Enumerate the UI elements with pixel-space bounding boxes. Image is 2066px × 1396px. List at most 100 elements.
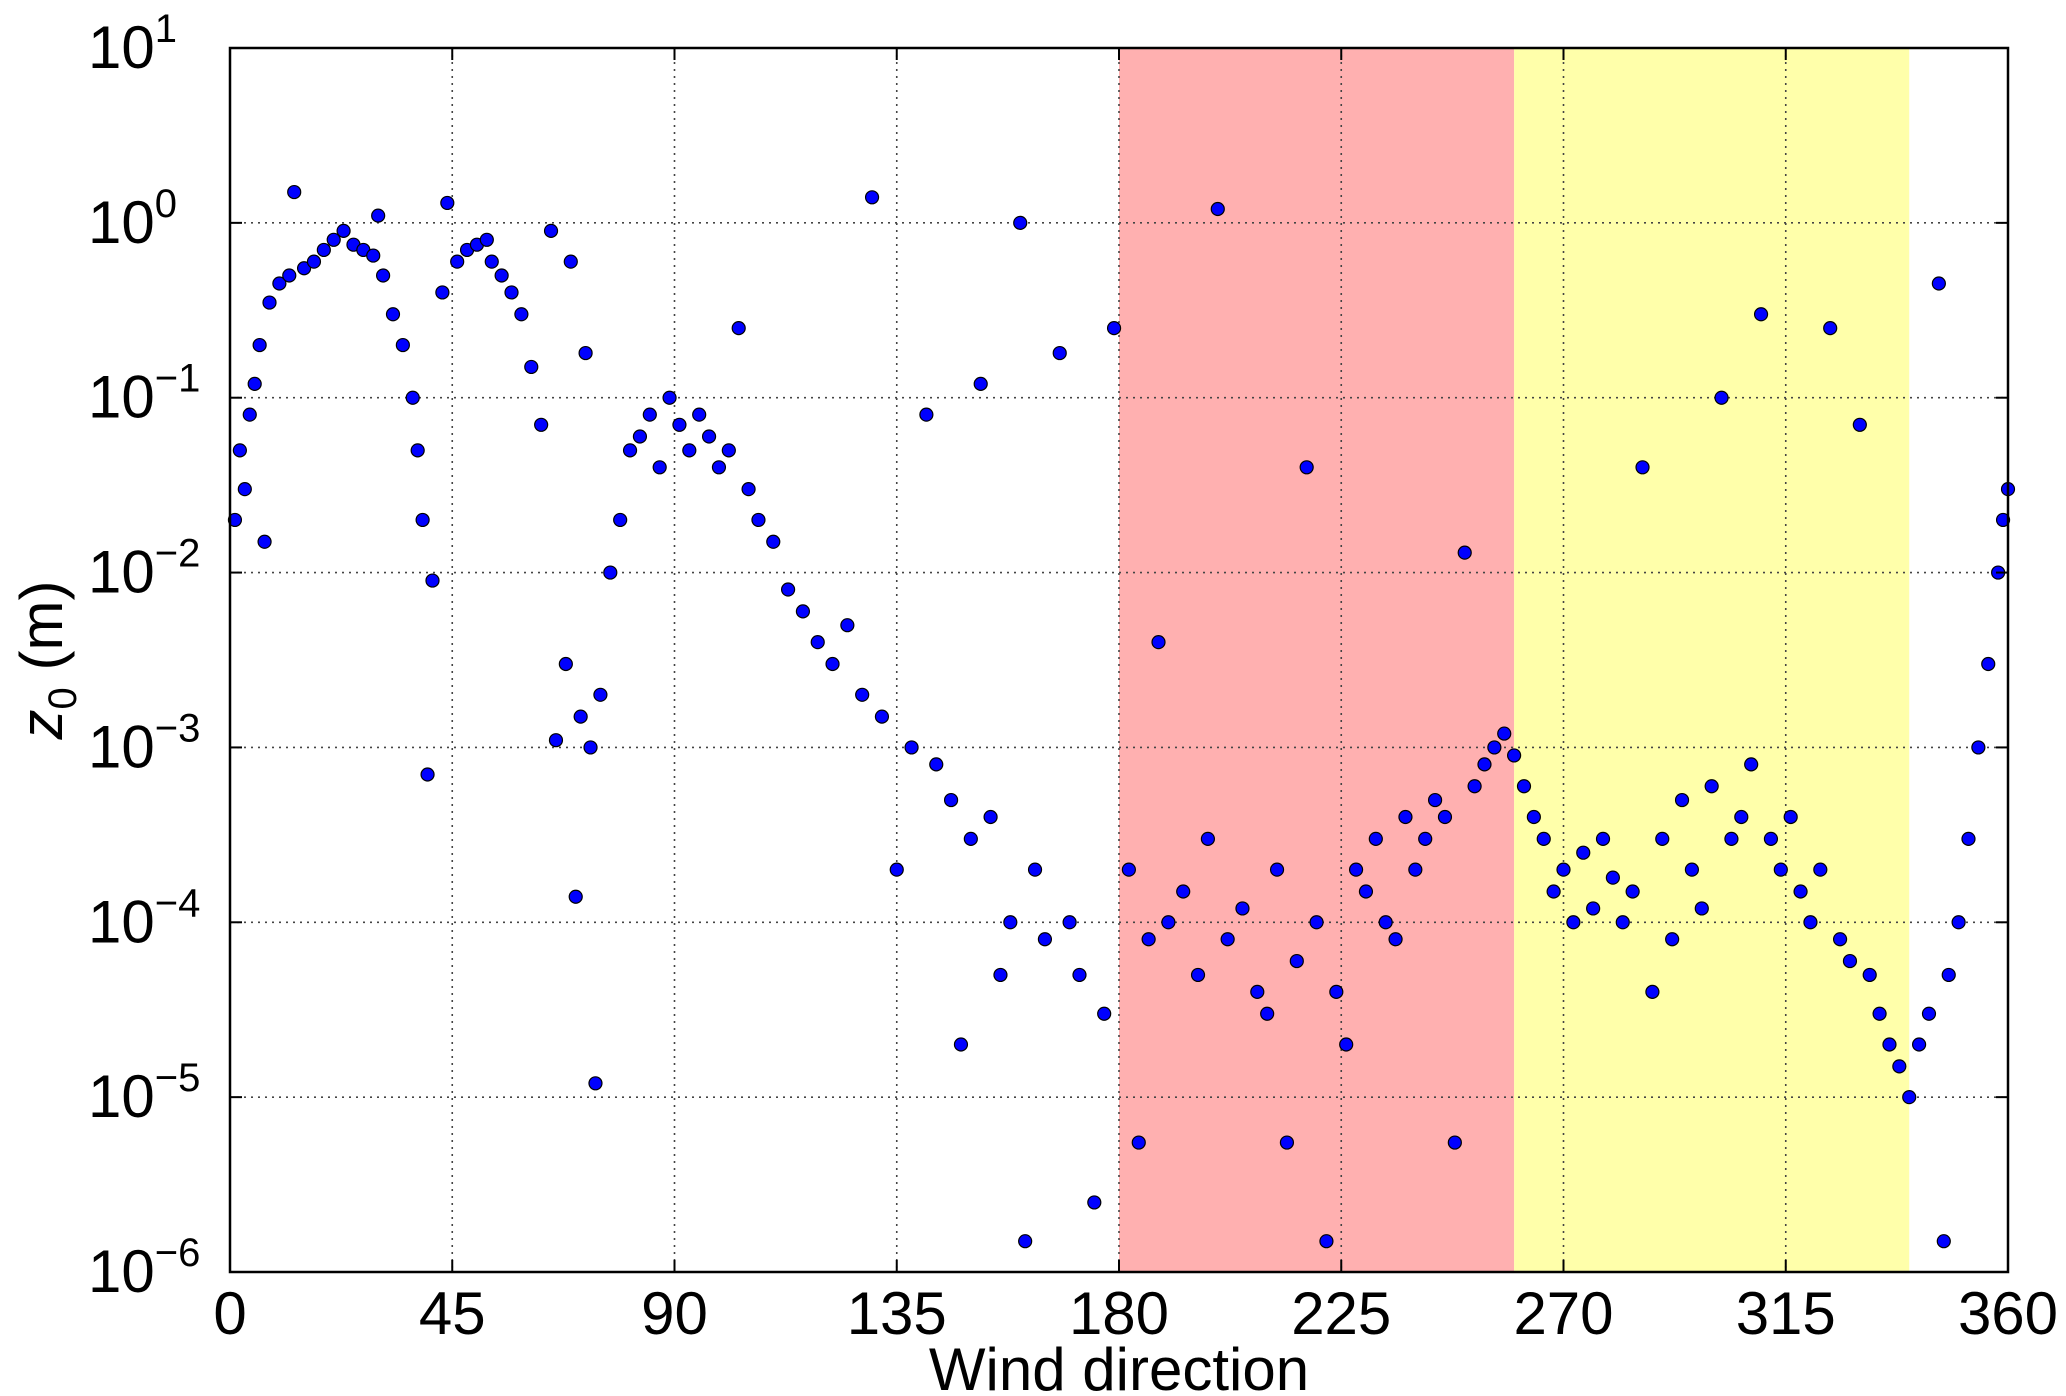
y-axis-label: z0 (m) (8, 581, 85, 741)
data-point (524, 359, 539, 375)
data-point (1269, 862, 1285, 877)
data-point (366, 248, 381, 263)
data-point (825, 656, 840, 672)
data-point (484, 254, 499, 269)
y-tick-label: 101 (88, 7, 177, 81)
data-point (242, 407, 257, 422)
data-point (287, 184, 302, 200)
data-point (751, 512, 766, 528)
data-point (1003, 915, 1018, 930)
data-point (376, 268, 391, 283)
data-point (1398, 809, 1413, 825)
x-tick-label: 135 (847, 1280, 947, 1347)
data-point (440, 195, 455, 211)
data-point (983, 809, 998, 825)
data-point (1852, 417, 1867, 432)
x-tick-label: 225 (1291, 1280, 1391, 1347)
data-point (371, 208, 386, 223)
data-point (1694, 901, 1709, 916)
x-tick-label: 360 (1958, 1280, 2058, 1347)
data-point (1018, 1234, 1033, 1249)
x-axis-label: Wind direction (929, 1336, 1309, 1396)
data-point (425, 573, 440, 588)
data-point (1250, 984, 1265, 999)
data-point (642, 407, 657, 422)
data-point (632, 429, 648, 444)
data-point (1260, 1006, 1275, 1021)
data-point (1062, 915, 1077, 930)
data-point (1235, 901, 1250, 916)
data-point (1467, 779, 1482, 794)
data-point (1882, 1037, 1897, 1052)
data-point (1200, 831, 1216, 846)
data-point (227, 512, 243, 528)
data-point (1832, 932, 1848, 947)
data-point (1368, 831, 1383, 846)
data-point (1576, 845, 1591, 860)
data-point (701, 429, 717, 444)
data-point (741, 482, 756, 497)
data-point (1783, 809, 1798, 825)
data-point (1763, 831, 1779, 846)
data-point (1813, 862, 1828, 877)
data-point (1744, 757, 1759, 772)
data-point (1516, 779, 1532, 794)
data-point (1586, 901, 1601, 916)
y-tick-label: 10−2 (88, 532, 200, 606)
y-tick-labels: 101 100 10−1 10−2 10−3 10−4 10−5 10−6 (88, 7, 200, 1305)
data-point (1714, 390, 1729, 405)
data-point (810, 635, 825, 650)
data-point (282, 268, 297, 283)
x-tick-label: 45 (419, 1280, 486, 1347)
data-point (1037, 932, 1053, 947)
data-point (1358, 884, 1374, 899)
data-point (1793, 884, 1808, 899)
data-point (514, 307, 529, 322)
data-point (1161, 915, 1176, 930)
data-point (1981, 656, 1996, 672)
data-points (227, 184, 2016, 1249)
data-point (534, 417, 549, 432)
x-tick-label: 315 (1736, 1280, 1836, 1347)
data-point (336, 223, 351, 238)
data-point (247, 376, 262, 391)
data-point (1773, 862, 1788, 877)
data-point (262, 295, 277, 310)
data-point (568, 889, 583, 904)
data-point (1027, 862, 1043, 877)
data-point (1190, 967, 1206, 983)
data-point (1299, 460, 1314, 475)
data-point (973, 376, 988, 391)
data-point (1645, 984, 1660, 999)
data-point (257, 534, 272, 549)
data-point (1151, 635, 1166, 650)
data-point (1684, 862, 1700, 877)
data-point (692, 407, 707, 422)
data-point (1141, 932, 1156, 947)
data-point (1279, 1135, 1295, 1150)
data-point (1378, 915, 1393, 930)
data-point (919, 407, 934, 422)
data-point (326, 232, 341, 247)
data-point (1556, 862, 1571, 877)
data-point (1309, 915, 1324, 930)
data-point (1971, 740, 1986, 755)
data-point (943, 792, 959, 808)
data-point (563, 254, 578, 269)
y-tick-label: 10−1 (88, 357, 200, 431)
data-point (1635, 460, 1650, 475)
y-tick-label: 100 (88, 182, 177, 256)
data-point (1902, 1090, 1917, 1105)
data-point (588, 1076, 603, 1091)
data-point (583, 740, 598, 755)
data-point (435, 285, 450, 300)
data-point (1823, 321, 1838, 336)
data-point (1131, 1135, 1146, 1150)
data-point (963, 831, 978, 846)
y-tick-label: 10−6 (88, 1231, 200, 1305)
data-point (889, 862, 904, 877)
data-point (252, 337, 267, 353)
data-point (613, 512, 628, 528)
data-point (1427, 792, 1443, 808)
data-point (1210, 201, 1225, 217)
